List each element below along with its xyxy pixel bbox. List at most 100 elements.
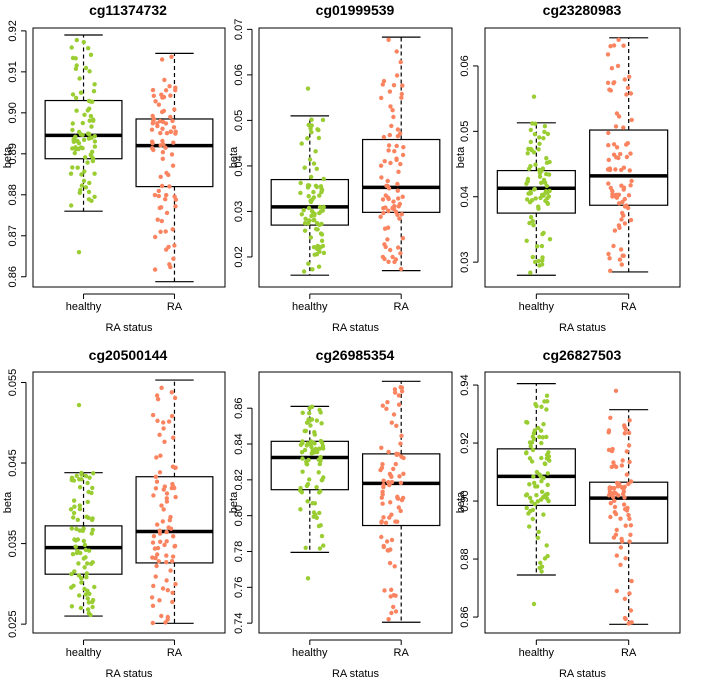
data-point [387,560,393,566]
data-point [301,208,306,213]
data-point [309,117,314,122]
data-point [173,581,178,587]
data-point [170,118,175,124]
data-point [155,397,161,402]
data-point [92,82,97,87]
data-point [90,516,95,521]
data-point [85,480,90,486]
data-point [160,519,165,524]
data-point [79,477,84,482]
data-point [611,243,616,249]
data-point [171,140,176,145]
data-point [154,455,159,460]
x-axis-label: RA status [105,668,153,680]
data-point [299,141,304,146]
y-tick-label: 0.84 [233,433,245,454]
data-point [389,123,394,129]
data-point [163,88,169,93]
data-point [536,425,541,431]
data-point [627,418,632,423]
data-point [316,135,322,141]
data-point [524,451,529,456]
data-point [382,159,387,164]
data-point [533,162,538,167]
data-point [606,130,611,136]
data-point [539,440,544,446]
data-point [80,528,86,533]
data-point [79,576,84,581]
data-point [388,160,393,166]
data-point [71,498,77,503]
data-point [160,126,165,131]
data-point [312,432,317,437]
data-point [151,583,156,589]
data-point [159,503,164,508]
data-point [624,92,629,97]
data-point [171,125,177,130]
data-point [73,95,79,101]
data-point [542,494,547,499]
data-point [155,545,161,551]
data-point [539,404,544,409]
data-point [74,550,80,556]
data-point [71,478,77,483]
data-point [608,415,613,420]
data-point [542,180,548,185]
data-point [530,447,536,453]
data-point [531,150,537,155]
data-point [528,444,533,449]
data-point [546,454,552,459]
data-point [389,537,395,543]
data-point [606,428,612,433]
data-point [150,139,155,144]
data-point [78,132,84,137]
data-point [607,166,613,171]
data-point [543,198,548,203]
data-point [537,434,542,440]
y-tick-label: 0.94 [459,374,471,395]
x-tick-label-healthy: healthy [66,647,102,659]
data-point [389,587,394,592]
data-point [386,148,391,153]
data-point [541,136,546,141]
data-point [85,160,90,165]
outlier-point [531,94,537,99]
data-point [533,401,538,407]
data-point [151,93,156,99]
data-point [160,150,166,155]
data-point [544,407,549,412]
data-point [150,620,155,626]
data-point [388,247,393,253]
data-point [545,471,550,476]
data-point [396,169,401,174]
data-point [619,217,624,222]
data-point [317,204,323,210]
data-point [303,216,308,221]
data-point [383,244,388,250]
data-point [83,65,89,71]
data-point [621,489,627,494]
data-point [163,229,168,234]
data-point [87,118,92,123]
data-point [607,487,612,492]
data-point [160,95,165,100]
data-point [309,213,314,219]
data-point [525,197,530,202]
data-point [539,455,544,461]
data-point [396,505,401,510]
data-point [386,259,391,264]
data-point [320,243,326,249]
data-point [161,420,166,425]
box-healthy [270,86,349,276]
data-point [87,475,92,480]
data-point [165,617,170,622]
box-iqr [362,138,441,213]
data-point [321,543,326,548]
x-tick-label-ra: RA [621,647,637,659]
data-point [395,212,400,217]
data-point [168,526,174,531]
data-point [532,187,537,192]
data-point [605,80,611,86]
data-point [400,495,406,501]
data-point [612,486,617,491]
